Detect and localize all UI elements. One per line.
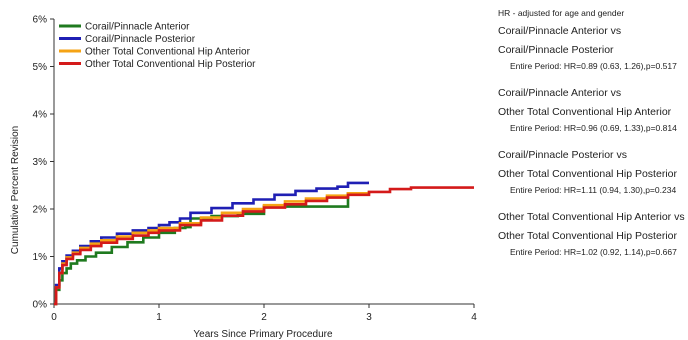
comparison-1-line1: Corail/Pinnacle Anterior vs (498, 25, 622, 37)
x-tick-label: 1 (156, 312, 162, 323)
legend-label-2: Corail/Pinnacle Posterior (85, 34, 196, 45)
x-tick-label: 4 (471, 312, 477, 323)
comparison-4-line2: Other Total Conventional Hip Posterior (498, 230, 677, 242)
legend-label-4: Other Total Conventional Hip Posterior (85, 59, 256, 70)
comparison-1: Corail/Pinnacle Anterior vs Corail/Pinna… (498, 22, 686, 72)
y-tick-label: 5% (33, 62, 48, 73)
comparison-4: Other Total Conventional Hip Anterior vs… (498, 208, 686, 258)
comparison-4-line1: Other Total Conventional Hip Anterior vs (498, 211, 685, 223)
comparison-3: Corail/Pinnacle Posterior vs Other Total… (498, 146, 686, 196)
comparison-3-stat: Entire Period: HR=1.11 (0.94, 1.30),p=0.… (510, 185, 677, 195)
comparison-2: Corail/Pinnacle Anterior vs Other Total … (498, 84, 686, 134)
chart-legend: Corail/Pinnacle AnteriorCorail/Pinnacle … (59, 22, 256, 70)
legend-label-3: Other Total Conventional Hip Anterior (85, 47, 251, 58)
comparison-2-line2: Other Total Conventional Hip Anterior (498, 106, 672, 118)
comparison-1-line2: Corail/Pinnacle Posterior (498, 44, 614, 56)
y-tick-label: 0% (33, 300, 48, 311)
y-tick-label: 1% (33, 252, 48, 263)
y-tick-label: 3% (33, 157, 48, 168)
x-axis-label: Years Since Primary Procedure (193, 329, 333, 340)
comparison-4-stat: Entire Period: HR=1.02 (0.92, 1.14),p=0.… (510, 247, 677, 257)
x-tick-label: 0 (51, 312, 57, 323)
hr-adjustment-note: HR - adjusted for age and gender (498, 8, 625, 18)
y-tick-label: 6% (33, 15, 48, 26)
x-tick-label: 2 (261, 312, 267, 323)
y-axis-label: Cumulative Percent Revision (10, 126, 21, 254)
series-line-4 (54, 186, 474, 306)
legend-label-1: Corail/Pinnacle Anterior (85, 22, 190, 33)
comparison-2-stat: Entire Period: HR=0.96 (0.69, 1.33),p=0.… (510, 123, 677, 133)
comparison-1-stat: Entire Period: HR=0.89 (0.63, 1.26),p=0.… (510, 61, 677, 71)
series-line-1 (54, 192, 350, 306)
comparison-3-line2: Other Total Conventional Hip Posterior (498, 168, 677, 180)
hazard-ratio-panel: HR - adjusted for age and gender Corail/… (498, 8, 686, 270)
y-tick-label: 4% (33, 110, 48, 121)
y-tick-label: 2% (33, 205, 48, 216)
chart-axes: 0% 1% 2% 3% 4% 5% 6% 0 1 2 3 4 (33, 15, 478, 324)
chart-series (54, 181, 474, 306)
x-tick-label: 3 (366, 312, 372, 323)
comparison-3-line1: Corail/Pinnacle Posterior vs (498, 149, 627, 161)
comparison-2-line1: Corail/Pinnacle Anterior vs (498, 87, 622, 99)
